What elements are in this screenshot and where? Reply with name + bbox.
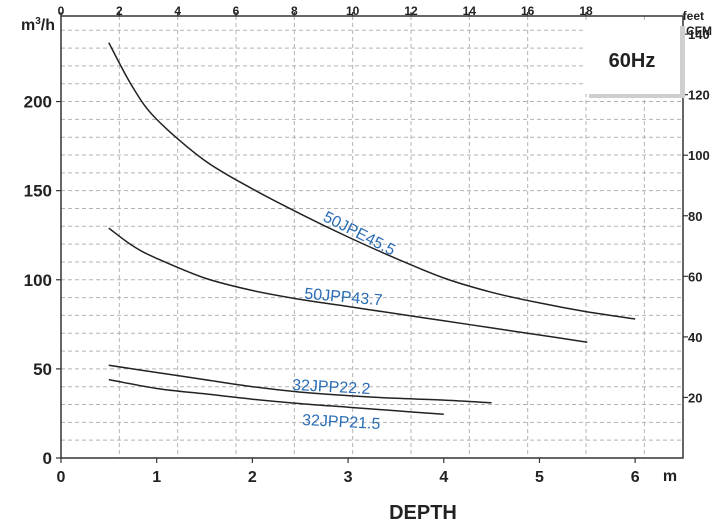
curve-label-50JPE45.5: 50JPE45.5	[320, 209, 398, 260]
y-tick-label: 200	[24, 93, 52, 112]
y-right-unit: CFM	[686, 24, 712, 38]
plot-frame	[60, 15, 684, 459]
y-tick-label: 100	[24, 271, 52, 290]
badge-text: 60Hz	[609, 50, 656, 72]
x-tick-label: 6	[631, 469, 640, 486]
x-tick-label: 1	[152, 469, 161, 486]
x-top-unit: feet	[683, 9, 704, 23]
badge-box	[584, 22, 680, 94]
x-tick-label: 3	[344, 469, 353, 486]
x-top-tick-label: 10	[346, 4, 360, 18]
x-top-tick-label: 2	[116, 4, 123, 18]
x-top-tick-label: 18	[579, 4, 593, 18]
x-top-tick-label: 12	[404, 4, 418, 18]
y-right-tick-label: 100	[688, 148, 710, 163]
y-tick-label: 150	[24, 182, 52, 201]
curve-50JPE45.5	[108, 42, 636, 320]
y-right-tick-label: 60	[688, 269, 702, 284]
curve-32JPP21.5	[108, 378, 444, 416]
curve-label-32JPP21.5: 32JPP21.5	[302, 412, 381, 433]
x-tick-label: 0	[57, 469, 66, 486]
grid	[61, 16, 683, 458]
y-tick-label: 0	[43, 449, 52, 468]
curve-50JPP43.7	[108, 227, 588, 343]
y-tick-label: 50	[33, 360, 52, 379]
curve-32JPP22.2	[108, 364, 492, 404]
curve-label-32JPP22.2: 32JPP22.2	[292, 377, 371, 398]
y-left-unit: m3/h	[21, 16, 55, 34]
x-axis-title: DEPTH	[389, 502, 457, 524]
x-top-tick-label: 4	[174, 4, 181, 18]
y-right-tick-label: 120	[688, 88, 710, 103]
y-right-tick-label: 80	[688, 209, 702, 224]
x-tick-label: 4	[439, 469, 448, 486]
x-tick-label: 2	[248, 469, 257, 486]
y-right-tick-label: 40	[688, 330, 702, 345]
tick-labels: 0 1 2 3 4 5 60 2 4 6 8 10 12 14 16 18050100150200204060…	[24, 4, 710, 486]
curve-label-50JPP43.7: 50JPP43.7	[304, 286, 384, 310]
x-top-tick-label: 16	[521, 4, 535, 18]
y-right-tick-label: 20	[688, 390, 702, 405]
badge-60hz: 60Hz	[584, 22, 685, 98]
x-top-tick-label: 0	[58, 4, 65, 18]
axes	[56, 12, 688, 463]
x-tick-label: 5	[535, 469, 544, 486]
x-unit: m	[663, 468, 677, 485]
y-right-tick-label: 140	[688, 27, 710, 42]
x-top-tick-label: 8	[291, 4, 298, 18]
x-top-tick-label: 14	[463, 4, 477, 18]
x-top-tick-label: 6	[233, 4, 240, 18]
